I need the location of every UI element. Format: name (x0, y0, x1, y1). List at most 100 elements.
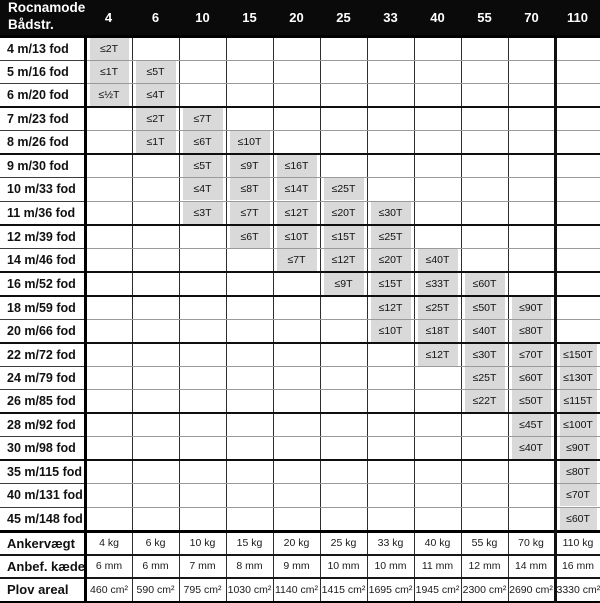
empty-cell (553, 177, 600, 202)
capacity-cell: ≤60T (508, 366, 556, 390)
empty-cell (367, 154, 415, 178)
column-header-40: 40 (414, 0, 461, 38)
fluke-area-value: 1945 cm² (414, 578, 462, 603)
recommended-chain-value: 10 mm (320, 554, 368, 579)
capacity-value: ≤6T (182, 131, 223, 153)
capacity-value: ≤30T (370, 201, 411, 223)
empty-cell (553, 271, 600, 297)
empty-cell (414, 177, 462, 202)
empty-cell (85, 248, 133, 273)
empty-cell (508, 36, 556, 61)
capacity-cell: ≤1T (132, 130, 180, 155)
empty-cell (414, 154, 462, 178)
empty-cell (132, 36, 180, 61)
empty-cell (132, 342, 180, 367)
empty-cell (85, 436, 133, 461)
capacity-value: ≤33T (417, 272, 458, 294)
empty-cell (320, 83, 368, 108)
empty-cell (273, 60, 321, 84)
empty-cell (461, 201, 509, 226)
capacity-cell: ≤20T (320, 201, 368, 226)
empty-cell (508, 83, 556, 108)
empty-cell (367, 483, 415, 508)
empty-cell (179, 507, 227, 532)
capacity-cell: ≤12T (320, 248, 368, 273)
boat-row: 7 m/23 fod ≤2T ≤7T (0, 107, 600, 131)
boat-size-label: 45 m/148 fod (0, 507, 87, 532)
capacity-value: ≤15T (323, 225, 364, 248)
anchor-weight-value: 10 kg (179, 529, 227, 556)
empty-cell (132, 154, 180, 178)
empty-cell (414, 83, 462, 108)
boat-size-label: 30 m/98 fod (0, 436, 87, 461)
capacity-value: ≤7T (276, 248, 317, 270)
capacity-value: ≤7T (229, 201, 270, 223)
boat-size-label: 35 m/115 fod (0, 460, 87, 484)
capacity-cell: ≤4T (179, 177, 227, 202)
capacity-cell: ≤10T (273, 224, 321, 249)
capacity-value: ≤40T (511, 437, 551, 459)
boat-row: 28 m/92 fod ≤45T ≤100T (0, 413, 600, 437)
capacity-cell: ≤40T (414, 248, 462, 273)
capacity-value: ≤9T (229, 155, 270, 177)
capacity-cell: ≤130T (553, 366, 600, 390)
capacity-cell: ≤90T (553, 436, 600, 461)
capacity-cell: ≤4T (132, 83, 180, 108)
empty-cell (367, 36, 415, 61)
capacity-value: ≤1T (135, 131, 176, 153)
boat-size-label: 40 m/131 fod (0, 483, 87, 508)
capacity-value: ≤20T (370, 248, 411, 270)
capacity-value: ≤12T (417, 343, 458, 366)
capacity-value: ≤14T (276, 178, 317, 201)
empty-cell (320, 107, 368, 131)
capacity-value: ≤3T (182, 201, 223, 223)
empty-cell (320, 436, 368, 461)
capacity-value: ≤60T (559, 507, 597, 530)
capacity-value: ≤25T (323, 178, 364, 201)
capacity-cell: ≤80T (553, 460, 600, 484)
capacity-cell: ≤45T (508, 413, 556, 437)
fluke-area-value: 2690 cm² (508, 578, 556, 603)
empty-cell (179, 295, 227, 320)
boat-row: 6 m/20 fod ≤½T ≤4T (0, 83, 600, 108)
capacity-cell: ≤9T (320, 271, 368, 297)
empty-cell (508, 224, 556, 249)
header-row: Rocnamodel Bådstr. 4 6 10 15 20 25 33 40 55 70 110 (0, 0, 600, 38)
empty-cell (226, 389, 274, 414)
empty-cell (132, 177, 180, 202)
boat-size-label: 5 m/16 fod (0, 60, 87, 84)
empty-cell (461, 248, 509, 273)
boat-row: 45 m/148 fod ≤60T (0, 507, 600, 532)
capacity-value: ≤5T (182, 155, 223, 177)
empty-cell (226, 342, 274, 367)
empty-cell (461, 130, 509, 155)
capacity-cell: ≤20T (367, 248, 415, 273)
empty-cell (508, 60, 556, 84)
recommended-chain-value: 8 mm (226, 554, 274, 579)
empty-cell (226, 436, 274, 461)
empty-cell (132, 319, 180, 344)
fluke-area-value: 795 cm² (179, 578, 227, 603)
boat-row: 22 m/72 fod ≤12T ≤30T ≤70T ≤150T (0, 342, 600, 367)
capacity-cell: ≤25T (367, 224, 415, 249)
capacity-value: ≤25T (417, 296, 458, 319)
capacity-value: ≤60T (511, 366, 551, 389)
empty-cell (414, 107, 462, 131)
empty-cell (85, 130, 133, 155)
capacity-value: ≤12T (276, 201, 317, 223)
capacity-cell: ≤50T (461, 295, 509, 320)
empty-cell (508, 201, 556, 226)
empty-cell (179, 83, 227, 108)
boat-size-label: 9 m/30 fod (0, 154, 87, 178)
empty-cell (553, 319, 600, 344)
empty-cell (226, 295, 274, 320)
empty-cell (320, 483, 368, 508)
empty-cell (414, 201, 462, 226)
empty-cell (320, 460, 368, 484)
capacity-value: ≤6T (229, 225, 270, 248)
capacity-cell: ≤10T (367, 319, 415, 344)
capacity-cell: ≤60T (461, 271, 509, 297)
empty-cell (508, 248, 556, 273)
capacity-cell: ≤18T (414, 319, 462, 344)
recommended-chain-value: 14 mm (508, 554, 556, 579)
